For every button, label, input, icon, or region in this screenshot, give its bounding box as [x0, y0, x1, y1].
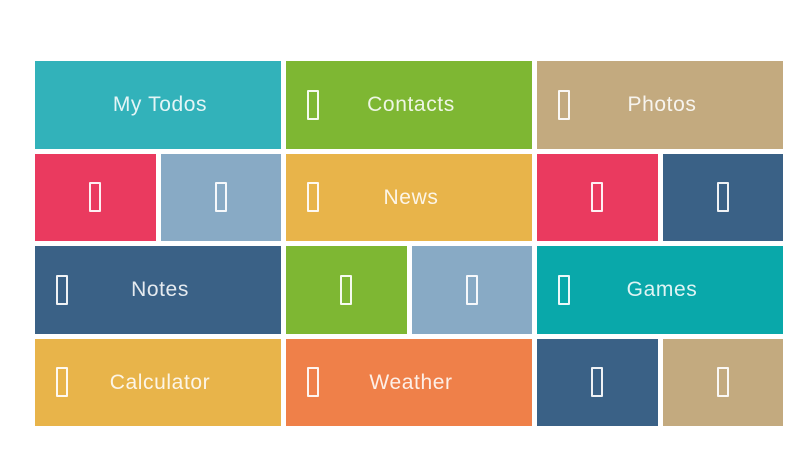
- tile-contacts[interactable]: Contacts: [286, 61, 532, 149]
- tofu-placeholder-icon: [716, 367, 729, 398]
- tofu-placeholder-icon: [56, 274, 68, 305]
- tofu-placeholder-icon: [591, 367, 604, 398]
- tile-label: Photos: [627, 93, 697, 117]
- tile-pink-tile-left[interactable]: [35, 153, 156, 241]
- tile-label: News: [383, 185, 439, 209]
- tofu-placeholder-icon: [214, 182, 227, 213]
- tile-games[interactable]: Games: [537, 246, 783, 334]
- tofu-placeholder-icon: [465, 274, 478, 305]
- tile-green-tile-middle[interactable]: [286, 246, 407, 334]
- tile-weather[interactable]: Weather: [286, 338, 532, 426]
- tile-tan-tile-bottom[interactable]: [662, 338, 783, 426]
- tile-pink-tile-right[interactable]: [537, 153, 658, 241]
- tile-label: Notes: [131, 278, 189, 302]
- tofu-placeholder-icon: [56, 367, 68, 398]
- tile-my-todos[interactable]: My Todos: [35, 61, 281, 149]
- tile-blue-tile-middle[interactable]: [411, 246, 532, 334]
- tile-calculator[interactable]: Calculator: [35, 338, 281, 426]
- tofu-placeholder-icon: [558, 89, 570, 120]
- tile-navy-tile-right[interactable]: [662, 153, 783, 241]
- tile-photos[interactable]: Photos: [537, 61, 783, 149]
- tile-label: Weather: [369, 370, 453, 394]
- tile-label: Contacts: [367, 93, 455, 117]
- tile-blue-tile-left[interactable]: [160, 153, 281, 241]
- tile-news[interactable]: News: [286, 153, 532, 241]
- tofu-placeholder-icon: [89, 182, 102, 213]
- tofu-placeholder-icon: [716, 182, 729, 213]
- tofu-placeholder-icon: [307, 367, 319, 398]
- tiles-grid: My Todos Contacts Photos News Notes Games Calc…: [35, 61, 783, 426]
- tofu-placeholder-icon: [558, 274, 570, 305]
- tile-label: My Todos: [112, 93, 208, 117]
- tile-navy-tile-bottom[interactable]: [537, 338, 658, 426]
- tile-notes[interactable]: Notes: [35, 246, 281, 334]
- tofu-placeholder-icon: [307, 182, 319, 213]
- tofu-placeholder-icon: [340, 274, 353, 305]
- tile-label: Games: [626, 278, 698, 302]
- tofu-placeholder-icon: [307, 89, 319, 120]
- tile-label: Calculator: [109, 370, 211, 394]
- tofu-placeholder-icon: [591, 182, 604, 213]
